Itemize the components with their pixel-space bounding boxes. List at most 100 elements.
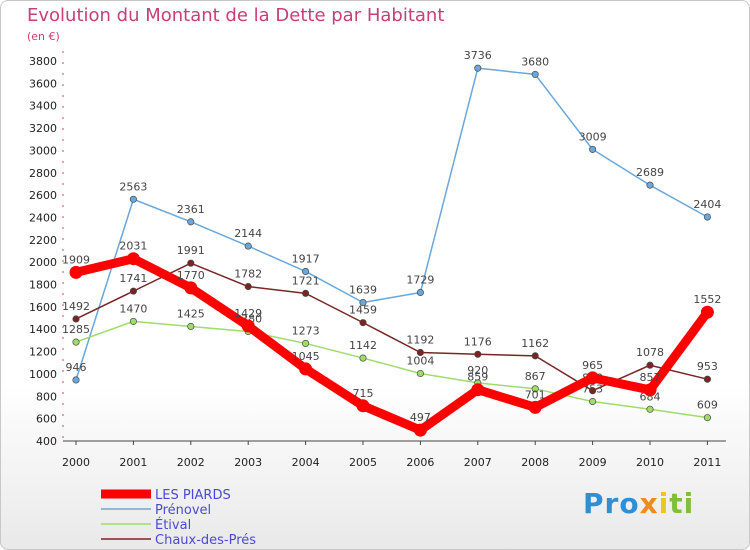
- y-tick-label: 1200: [29, 346, 57, 359]
- data-point: [646, 181, 654, 189]
- data-point: [703, 414, 711, 422]
- data-point: [531, 70, 539, 78]
- data-point: [700, 305, 714, 319]
- data-label: 859: [467, 371, 488, 384]
- data-label: 1909: [62, 253, 90, 266]
- data-point: [184, 281, 198, 295]
- data-point: [126, 252, 140, 266]
- data-label: 1470: [119, 302, 147, 315]
- data-point: [474, 350, 482, 358]
- data-label: 1192: [406, 333, 434, 346]
- data-point: [359, 354, 367, 362]
- data-point: [302, 289, 310, 297]
- data-label: 2031: [119, 240, 147, 253]
- chart-title: Evolution du Montant de la Dette par Hab…: [27, 5, 445, 26]
- logo-part: ti: [669, 487, 695, 520]
- data-label: 3736: [464, 49, 492, 62]
- x-tick-label: 2004: [292, 456, 320, 469]
- chart-unit: (en €): [27, 30, 60, 43]
- proxiti-logo: Proxiti: [583, 487, 694, 520]
- data-label: 1552: [693, 293, 721, 306]
- data-point: [531, 352, 539, 360]
- x-tick-label: 2002: [177, 456, 205, 469]
- data-point: [643, 383, 657, 397]
- y-tick-label: 1400: [29, 323, 57, 336]
- data-label: 1492: [62, 300, 90, 313]
- y-tick-label: 2200: [29, 234, 57, 247]
- data-label: 609: [697, 399, 718, 412]
- data-label: 1285: [62, 323, 90, 336]
- data-point: [413, 423, 427, 437]
- data-label: 1045: [292, 350, 320, 363]
- data-label: 953: [697, 360, 718, 373]
- data-point: [129, 317, 137, 325]
- data-point: [244, 242, 252, 250]
- data-label: 920: [467, 364, 488, 377]
- data-point: [72, 376, 80, 384]
- data-label: 1639: [349, 284, 377, 297]
- logo-part: x: [639, 487, 659, 520]
- data-point: [416, 288, 424, 297]
- data-label: 1162: [521, 337, 549, 350]
- x-tick-label: 2008: [521, 456, 549, 469]
- data-point: [187, 322, 195, 330]
- data-label: 2361: [177, 203, 205, 216]
- data-label: 1429: [234, 307, 262, 320]
- y-tick-label: 2400: [29, 211, 57, 224]
- x-tick-label: 2005: [349, 456, 377, 469]
- data-point: [586, 371, 600, 385]
- y-tick-label: 2600: [29, 189, 57, 202]
- data-point: [129, 287, 137, 295]
- legend-label: Prénovel: [155, 503, 211, 518]
- data-label: 1991: [177, 244, 205, 257]
- x-tick-label: 2011: [693, 456, 721, 469]
- data-point: [72, 338, 80, 346]
- data-label: 857: [640, 371, 661, 384]
- data-label: 3680: [521, 55, 549, 68]
- data-label: 2144: [234, 227, 262, 240]
- x-tick-label: 2006: [406, 456, 434, 469]
- logo-part: i: [658, 487, 670, 520]
- y-tick-label: 3000: [29, 144, 57, 157]
- data-point: [187, 218, 195, 226]
- legend-label: Étival: [155, 517, 191, 533]
- data-label: 715: [353, 387, 374, 400]
- data-label: 1729: [406, 273, 434, 286]
- series-line: [75, 262, 709, 392]
- data-label: 1459: [349, 304, 377, 317]
- y-tick-label: 600: [36, 413, 57, 426]
- data-label: 1425: [177, 307, 205, 320]
- y-tick-label: 800: [36, 390, 57, 403]
- legend-label: Chaux-des-Prés: [155, 533, 256, 548]
- data-point: [471, 383, 485, 397]
- data-label: 1917: [292, 252, 320, 265]
- y-tick-label: 3400: [29, 100, 57, 113]
- data-point: [589, 387, 597, 395]
- data-point: [299, 362, 313, 376]
- data-point: [129, 195, 137, 203]
- data-point: [589, 145, 597, 153]
- y-tick-label: 2800: [29, 167, 57, 180]
- data-label: 497: [410, 411, 431, 424]
- series-line: [75, 320, 709, 419]
- data-point: [359, 319, 367, 327]
- data-point: [589, 397, 597, 406]
- data-label: 2563: [119, 180, 147, 193]
- data-point: [187, 259, 195, 267]
- data-label: 1273: [292, 324, 320, 337]
- data-point: [703, 375, 711, 383]
- data-label: 1176: [464, 335, 492, 348]
- data-label: 965: [582, 359, 603, 372]
- data-label: 2404: [693, 198, 721, 211]
- data-point: [244, 282, 252, 291]
- data-label: 1078: [636, 346, 664, 359]
- data-point: [416, 348, 424, 357]
- data-point: [69, 265, 83, 279]
- x-tick-label: 2001: [119, 456, 147, 469]
- x-tick-label: 2003: [234, 456, 262, 469]
- data-label: 1721: [292, 274, 320, 287]
- data-label: 1770: [177, 269, 205, 282]
- y-tick-label: 2000: [29, 256, 57, 269]
